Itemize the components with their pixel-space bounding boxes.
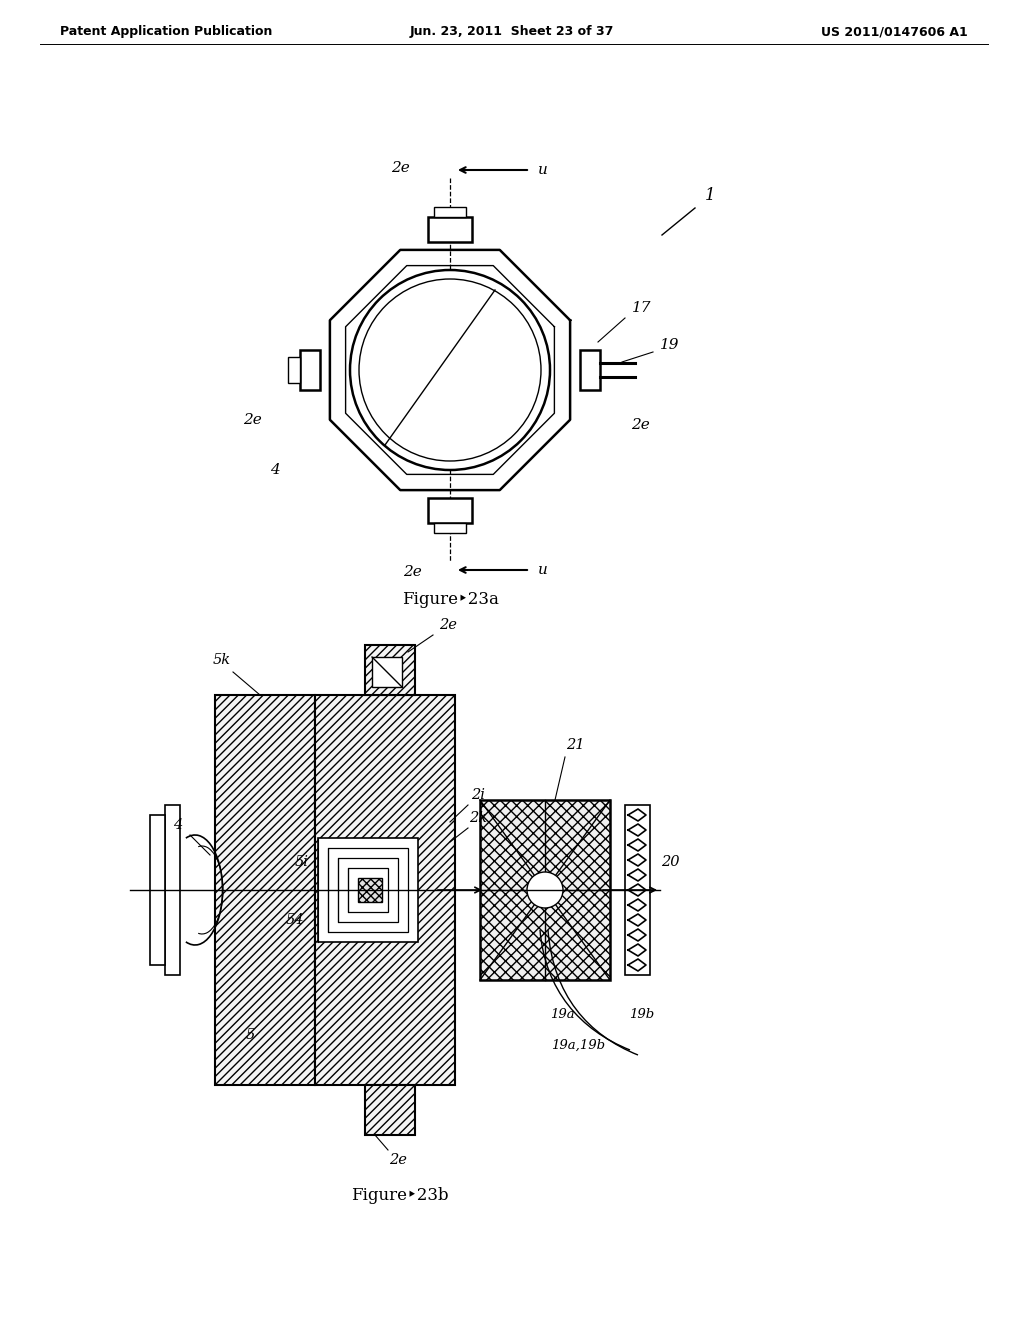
Text: 19a,19b: 19a,19b xyxy=(551,1039,605,1052)
Bar xyxy=(328,847,408,932)
Bar xyxy=(215,696,315,1085)
Text: 20: 20 xyxy=(660,855,679,869)
Bar xyxy=(428,498,472,523)
Bar xyxy=(348,869,388,912)
Text: Figure‣23a: Figure‣23a xyxy=(401,591,499,609)
Text: u: u xyxy=(538,162,548,177)
Text: 4: 4 xyxy=(270,463,280,477)
Text: 21: 21 xyxy=(565,738,585,752)
Bar xyxy=(165,805,180,975)
Bar xyxy=(434,207,466,216)
Text: 19: 19 xyxy=(660,338,680,352)
Text: 2e: 2e xyxy=(402,565,421,579)
Text: 2e: 2e xyxy=(389,1152,407,1167)
Text: 17: 17 xyxy=(632,301,651,315)
Text: Jun. 23, 2011  Sheet 23 of 37: Jun. 23, 2011 Sheet 23 of 37 xyxy=(410,25,614,38)
Text: u: u xyxy=(538,564,548,577)
Text: Figure‣23b: Figure‣23b xyxy=(351,1187,449,1204)
Bar xyxy=(372,657,402,686)
Bar xyxy=(150,814,165,965)
Text: 2e: 2e xyxy=(631,418,649,432)
Text: 2k: 2k xyxy=(469,810,487,825)
Bar xyxy=(358,878,382,902)
Text: 19b: 19b xyxy=(630,1008,654,1022)
Text: 2e: 2e xyxy=(243,413,261,426)
Text: 5k: 5k xyxy=(213,653,231,667)
Bar xyxy=(625,805,650,975)
Text: 5i: 5i xyxy=(295,855,309,869)
Bar xyxy=(288,356,300,383)
Bar xyxy=(338,858,398,921)
Ellipse shape xyxy=(350,271,550,470)
Circle shape xyxy=(527,873,563,908)
Bar xyxy=(300,350,319,389)
Text: 1: 1 xyxy=(705,186,716,203)
Bar xyxy=(315,696,455,1085)
Text: US 2011/0147606 A1: US 2011/0147606 A1 xyxy=(821,25,968,38)
Text: 4: 4 xyxy=(173,818,182,832)
Bar xyxy=(434,523,466,533)
Text: 54: 54 xyxy=(286,913,304,927)
Bar xyxy=(428,216,472,242)
Bar xyxy=(580,350,600,389)
Text: 2i: 2i xyxy=(471,788,485,803)
Text: Patent Application Publication: Patent Application Publication xyxy=(60,25,272,38)
Text: 5: 5 xyxy=(246,1028,255,1041)
Bar xyxy=(365,1085,415,1135)
Bar xyxy=(318,838,418,942)
Bar xyxy=(480,800,610,979)
Text: 19a: 19a xyxy=(550,1008,574,1022)
Text: 2e: 2e xyxy=(390,161,410,176)
Text: 2e: 2e xyxy=(439,618,457,632)
Bar xyxy=(365,645,415,696)
